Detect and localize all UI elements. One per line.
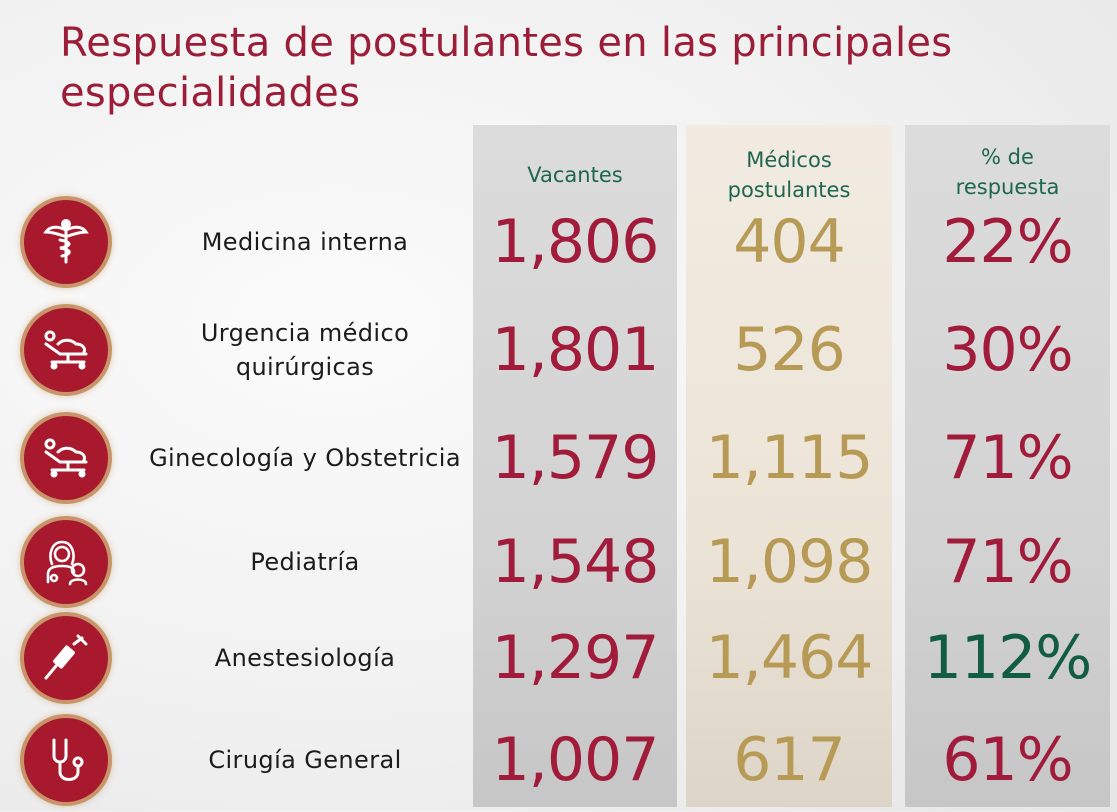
mother-child-icon [24, 520, 108, 604]
header-porcentaje-respuesta: % de respuesta [905, 142, 1110, 202]
stethoscope-icon [24, 718, 108, 802]
page-title: Respuesta de postulantes en las principa… [60, 20, 953, 116]
vacantes-value: 1,007 [491, 725, 660, 795]
medicos-value: 404 [733, 207, 846, 277]
medicos-value: 1,115 [705, 423, 874, 493]
table-row: Urgencia médico quirúrgicas 1,801 526 30… [0, 298, 1117, 402]
vacantes-value: 1,806 [491, 207, 660, 277]
respuesta-value: 71% [942, 423, 1073, 493]
respuesta-value: 71% [942, 527, 1073, 597]
table-row: Pediatría 1,548 1,098 71% [0, 510, 1117, 614]
table-row: Anestesiología 1,297 1,464 112% [0, 606, 1117, 710]
medicos-value: 1,464 [705, 623, 874, 693]
table-row: Cirugía General 1,007 617 61% [0, 708, 1117, 812]
vacantes-value: 1,548 [491, 527, 660, 597]
respuesta-value: 61% [942, 725, 1073, 795]
caduceus-icon [24, 200, 108, 284]
vacantes-value: 1,579 [491, 423, 660, 493]
table-row: Medicina interna 1,806 404 22% [0, 190, 1117, 294]
specialty-label: Ginecología y Obstetricia [149, 444, 461, 472]
specialty-label: Medicina interna [201, 228, 409, 256]
vacantes-column-bg [473, 125, 677, 807]
respuesta-value: 22% [942, 207, 1073, 277]
specialty-label: Anestesiología [214, 644, 396, 672]
hospital-bed-icon [24, 416, 108, 500]
syringe-icon [24, 616, 108, 700]
medicos-value: 617 [733, 725, 846, 795]
vacantes-value: 1,297 [491, 623, 660, 693]
vacantes-value: 1,801 [491, 315, 660, 385]
respuesta-value: 112% [923, 623, 1093, 693]
medicos-value: 526 [733, 315, 846, 385]
header-medicos-label: Médicos postulantes [727, 148, 851, 202]
medicos-value: 1,098 [705, 527, 874, 597]
medicos-column-bg [686, 125, 892, 807]
header-medicos-postulantes: Médicos postulantes [686, 145, 892, 205]
header-vacantes: Vacantes [527, 163, 623, 187]
specialty-label: Cirugía General [208, 746, 402, 774]
specialty-label: Urgencia médico quirúrgicas [200, 319, 410, 381]
header-respuesta-label: % de respuesta [955, 145, 1060, 199]
respuesta-column-bg [905, 125, 1110, 807]
hospital-bed-icon [24, 308, 108, 392]
specialty-label: Pediatría [250, 548, 360, 576]
respuesta-value: 30% [942, 315, 1073, 385]
table-row: Ginecología y Obstetricia 1,579 1,115 71… [0, 406, 1117, 510]
